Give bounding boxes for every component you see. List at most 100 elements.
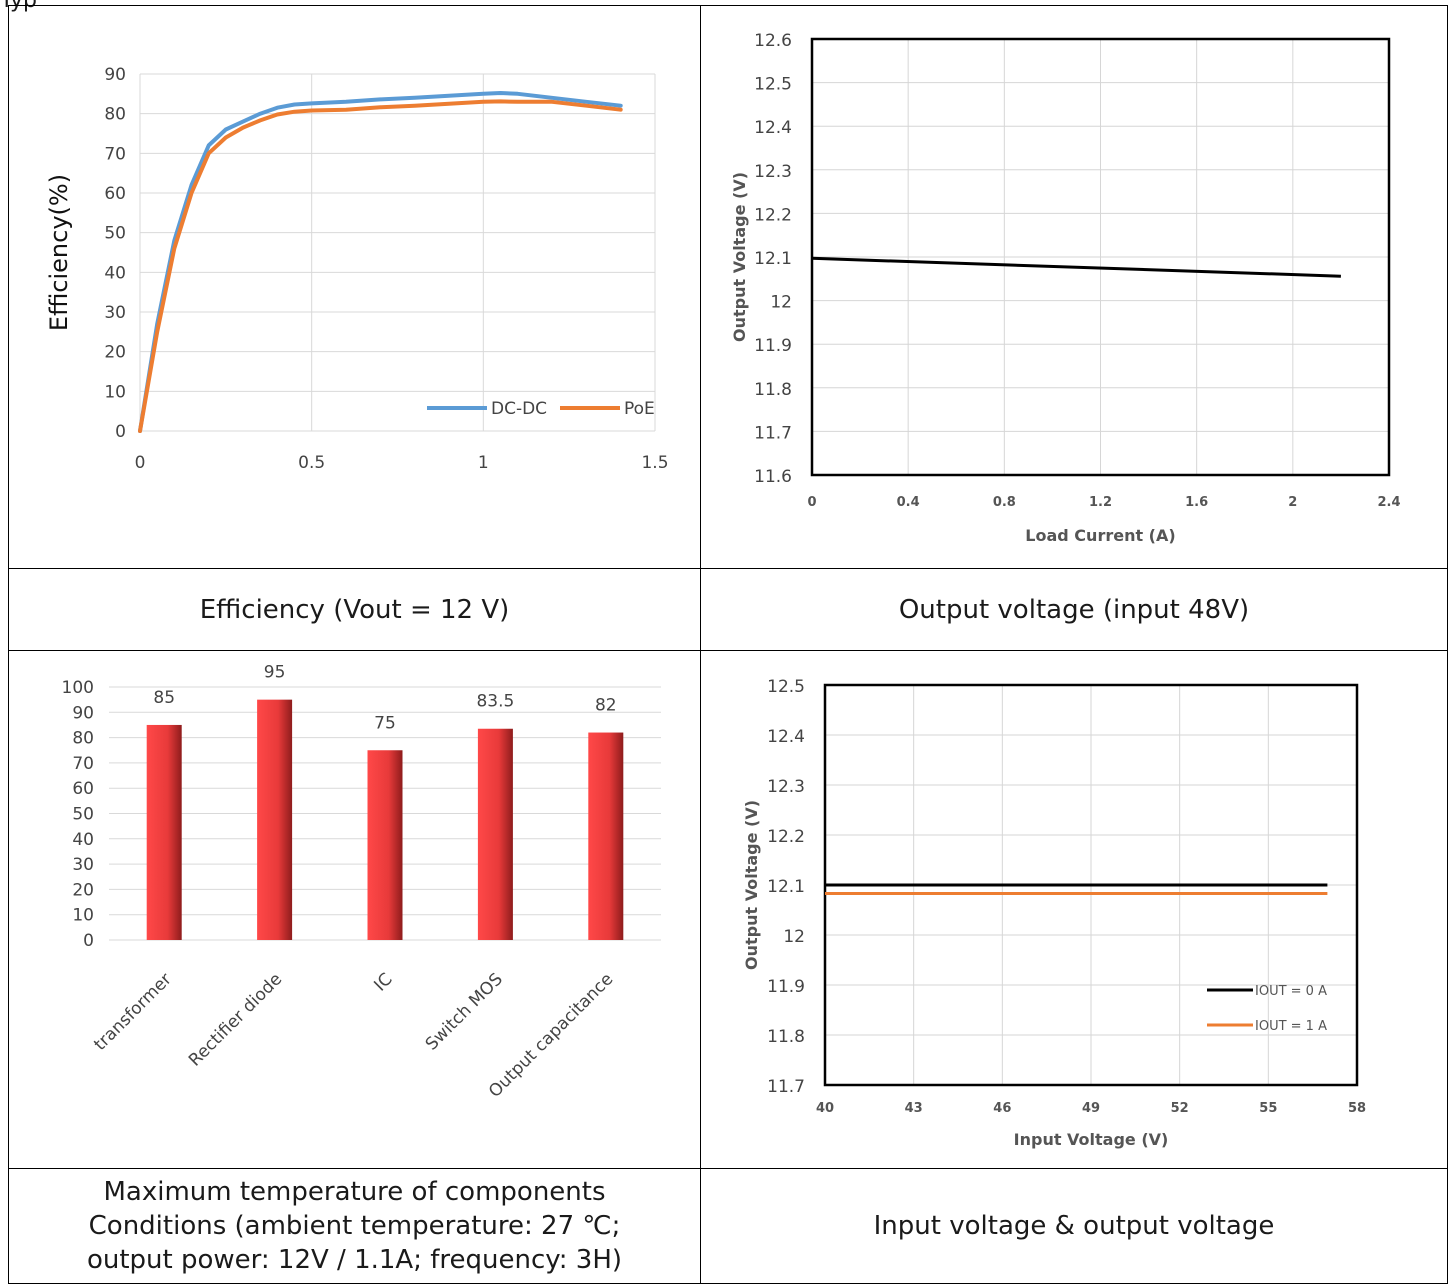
y-tick-label: 11.9	[767, 977, 805, 997]
x-tick-label: 52	[1171, 1101, 1189, 1116]
y-tick-label: 12.2	[767, 827, 805, 847]
y-tick-label: 11.8	[754, 380, 792, 400]
y-tick-label: 50	[104, 224, 126, 244]
series-line-poe	[138, 99, 623, 433]
bar-value-label: 75	[374, 713, 396, 733]
y-tick-label: 70	[72, 754, 94, 774]
plot-frame	[810, 37, 1391, 477]
y-tick-label: 0	[83, 931, 94, 951]
input-output-chart-cell: 11.7 11.8 11.9 12 12.1 12.2 12.3 12.4 12.5 40 43 46…	[700, 650, 1448, 1169]
series-line-dc-dc	[138, 91, 623, 433]
x-tick-label: 0.4	[897, 495, 920, 510]
y-tick-label: 0	[115, 422, 126, 442]
input-output-voltage-chart: 11.7 11.8 11.9 12 12.1 12.2 12.3 12.4 12.5 40 43 46…	[742, 677, 1366, 1149]
y-tick-label: 40	[72, 830, 94, 850]
temperature-caption-line-2: Conditions (ambient temperature: 27 ℃;	[88, 1211, 621, 1241]
bar-rectifier-diode	[257, 699, 293, 940]
y-tick-label: 12	[783, 927, 805, 947]
y-tick-label: 11.6	[754, 467, 792, 487]
bar-value-label: 85	[153, 688, 175, 708]
x-category-label: Rectifier diode	[185, 969, 286, 1070]
efficiency-chart: 0 10 20 30 40 50 60 70 80 90 0 0.5 1 1.5 Efficiency(%)…	[45, 65, 669, 473]
x-tick-label: 55	[1259, 1101, 1277, 1116]
y-tick-label: 11.7	[767, 1077, 805, 1097]
output-voltage-caption: Output voltage (input 48V)	[700, 568, 1448, 651]
x-tick-label: 40	[816, 1101, 834, 1116]
y-tick-label: 30	[104, 303, 126, 323]
y-tick-label: 12.2	[754, 205, 792, 225]
legend-label: IOUT = 0 A	[1255, 984, 1327, 999]
x-tick-label: 58	[1348, 1101, 1366, 1116]
y-tick-label: 90	[104, 65, 126, 85]
x-tick-label: 1.2	[1089, 495, 1112, 510]
temperature-caption-line-3: output power: 12V / 1.1A; frequency: 3H)	[86, 1245, 623, 1275]
y-tick-label: 10	[72, 906, 94, 926]
y-axis-title: Output Voltage (V)	[742, 800, 761, 970]
x-tick-label: 49	[1082, 1101, 1100, 1116]
y-tick-label: 100	[62, 678, 94, 698]
temperature-caption-line-1: Maximum temperature of components	[103, 1177, 606, 1207]
y-tick-label: 60	[104, 184, 126, 204]
bar-switch-mos	[477, 728, 513, 940]
x-category-label: Switch MOS	[422, 969, 507, 1054]
efficiency-chart-cell: 0 10 20 30 40 50 60 70 80 90 0 0.5 1 1.5 Efficiency(%)…	[8, 5, 701, 569]
x-category-label: transformer	[90, 969, 175, 1054]
temperature-caption: Maximum temperature of components Condit…	[8, 1168, 701, 1284]
max-temperature-chart: 0 10 20 30 40 50 60 70 80 90 100 85 transformer 95 Rec…	[62, 663, 661, 1102]
y-tick-label: 80	[104, 105, 126, 125]
y-tick-label: 12.1	[754, 249, 792, 269]
x-tick-label: 43	[905, 1101, 923, 1116]
y-tick-label: 70	[104, 144, 126, 164]
bar-output-capacitance	[588, 732, 624, 940]
y-tick-label: 60	[72, 779, 94, 799]
x-tick-label: 1.6	[1185, 495, 1208, 510]
x-tick-label: 2	[1288, 495, 1297, 510]
x-tick-label: 0.5	[298, 453, 325, 473]
charts-table: 0 10 20 30 40 50 60 70 80 90 0 0.5 1 1.5 Efficiency(%)…	[8, 5, 1448, 1284]
temperature-chart-cell: 0 10 20 30 40 50 60 70 80 90 100 85 transformer 95 Rec…	[8, 650, 701, 1169]
y-tick-label: 90	[72, 703, 94, 723]
legend-label: PoE	[624, 399, 655, 419]
x-tick-label: 1.5	[641, 453, 668, 473]
y-tick-label: 12	[770, 293, 792, 313]
output-voltage-chart-cell: 11.6 11.7 11.8 11.9 12 12.1 12.2 12.3 12.4 12.5 12…	[700, 5, 1448, 569]
y-tick-label: 50	[72, 805, 94, 825]
x-tick-label: 0.8	[993, 495, 1016, 510]
x-axis-title: Input Voltage (V)	[1014, 1130, 1169, 1149]
x-tick-label: 2.4	[1377, 495, 1400, 510]
y-tick-label: 20	[72, 880, 94, 900]
y-tick-label: 30	[72, 855, 94, 875]
bar-value-label: 82	[595, 696, 617, 716]
y-tick-label: 12.5	[754, 75, 792, 95]
x-category-label: Output capacitance	[485, 969, 617, 1101]
y-tick-label: 11.8	[767, 1027, 805, 1047]
y-tick-label: 20	[104, 343, 126, 363]
y-tick-label: 12.3	[754, 162, 792, 182]
legend-label: IOUT = 1 A	[1255, 1019, 1327, 1034]
y-tick-label: 12.4	[754, 118, 792, 138]
y-tick-label: 40	[104, 263, 126, 283]
bar-ic	[367, 750, 403, 940]
x-axis-title: Load Current (A)	[1025, 526, 1175, 545]
x-category-label: IC	[370, 969, 396, 995]
bar-value-label: 83.5	[476, 692, 514, 712]
x-tick-label: 0	[807, 495, 816, 510]
y-tick-label: 12.1	[767, 877, 805, 897]
y-tick-label: 10	[104, 382, 126, 402]
x-tick-label: 0	[135, 453, 146, 473]
y-tick-label: 80	[72, 729, 94, 749]
y-tick-label: 11.9	[754, 336, 792, 356]
input-output-caption: Input voltage & output voltage	[700, 1168, 1448, 1284]
y-tick-label: 12.6	[754, 31, 792, 51]
x-tick-label: 1	[478, 453, 489, 473]
y-axis-title: Efficiency(%)	[45, 174, 73, 331]
x-tick-label: 46	[993, 1101, 1011, 1116]
y-axis-title: Output Voltage (V)	[730, 172, 749, 342]
y-tick-label: 12.5	[767, 677, 805, 697]
y-tick-label: 11.7	[754, 423, 792, 443]
legend-label: DC-DC	[491, 399, 547, 419]
y-tick-label: 12.3	[767, 777, 805, 797]
y-tick-label: 12.4	[767, 727, 805, 747]
efficiency-caption: Efficiency (Vout = 12 V)	[8, 568, 701, 651]
series-line	[811, 256, 1341, 278]
